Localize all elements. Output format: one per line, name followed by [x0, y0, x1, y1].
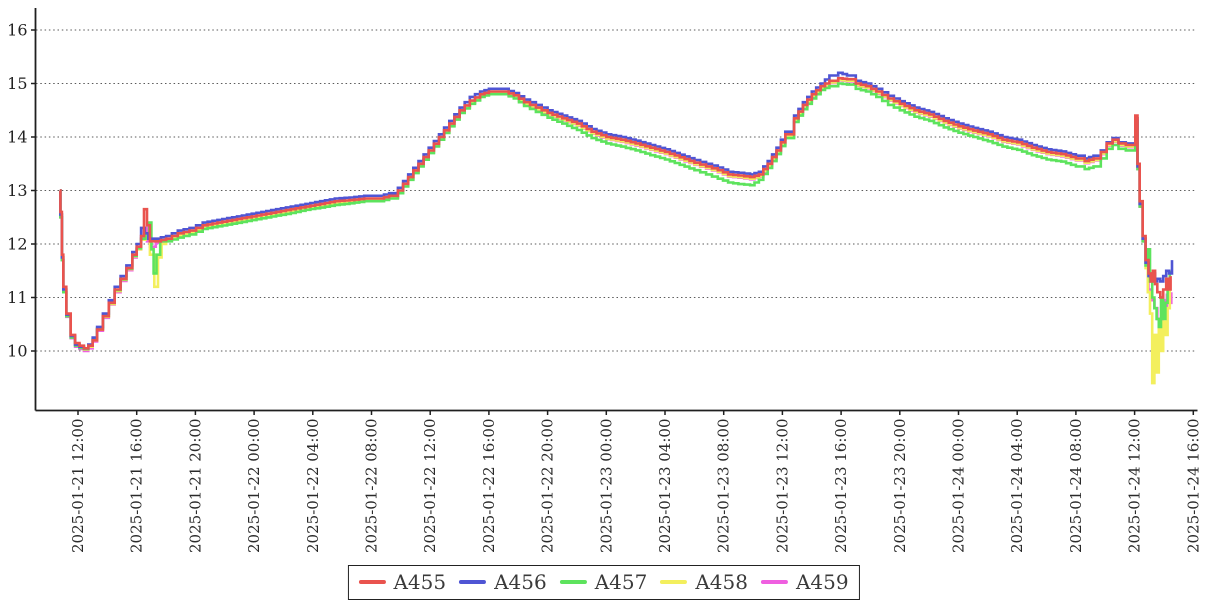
series-line-A456 — [59, 71, 1174, 350]
x-tick-label: 2025-01-23 16:00 — [832, 419, 850, 553]
x-tick-label: 2025-01-22 08:00 — [363, 419, 381, 553]
x-tick-label: 2025-01-21 16:00 — [128, 419, 146, 553]
legend-item-a457: A457 — [559, 570, 648, 594]
legend-swatch-a459-icon — [760, 580, 788, 584]
legend-label: A456 — [494, 570, 547, 594]
legend-swatch-a457-icon — [559, 580, 587, 584]
series-line-A455 — [59, 76, 1172, 350]
x-tick-label: 2025-01-22 00:00 — [245, 419, 263, 553]
x-tick-label: 2025-01-23 00:00 — [597, 419, 615, 553]
legend-label: A458 — [695, 570, 748, 594]
x-tick-label: 2025-01-24 04:00 — [1008, 419, 1026, 553]
y-tick-label: 12 — [7, 235, 27, 254]
legend-label: A457 — [594, 570, 648, 594]
legend-swatch-a458-icon — [660, 580, 688, 584]
x-tick-label: 2025-01-23 12:00 — [773, 419, 791, 553]
y-tick-label: 10 — [7, 342, 27, 361]
x-tick-label: 2025-01-24 12:00 — [1126, 419, 1144, 553]
legend-label: A459 — [795, 570, 849, 594]
y-tick-label: 16 — [7, 21, 27, 40]
x-tick-label: 2025-01-21 20:00 — [186, 419, 204, 553]
x-tick-label: 2025-01-23 04:00 — [656, 419, 674, 553]
series-line-A459 — [59, 79, 1173, 353]
x-tick-label: 2025-01-24 00:00 — [950, 419, 968, 553]
x-tick-label: 2025-01-22 12:00 — [421, 419, 439, 553]
x-tick-label: 2025-01-22 20:00 — [539, 419, 557, 553]
y-tick-label: 13 — [7, 181, 27, 200]
x-tick-label: 2025-01-24 08:00 — [1067, 419, 1085, 553]
series-line-A457 — [59, 82, 1172, 351]
y-tick-label: 15 — [7, 74, 27, 93]
x-tick-label: 2025-01-24 16:00 — [1184, 419, 1202, 553]
series-line-A458 — [59, 78, 1172, 385]
legend-item-a456: A456 — [459, 572, 547, 592]
y-tick-label: 11 — [7, 288, 27, 307]
legend-swatch-a455-icon — [358, 580, 386, 584]
x-tick-label: 2025-01-22 04:00 — [304, 419, 322, 553]
legend-item-a455: A455 — [358, 572, 446, 592]
legend-swatch-a456-icon — [459, 580, 487, 584]
x-tick-label: 2025-01-22 16:00 — [480, 419, 498, 553]
legend-item-a458: A458 — [660, 572, 748, 592]
x-tick-label: 2025-01-23 08:00 — [715, 419, 733, 553]
legend-label: A455 — [393, 570, 447, 594]
x-tick-label: 2025-01-21 12:00 — [69, 419, 87, 553]
x-tick-label: 2025-01-23 20:00 — [891, 419, 909, 553]
y-tick-label: 14 — [7, 128, 27, 147]
legend-item-a459: A459 — [760, 570, 849, 594]
legend: A455 A456 A457 A458 A459 — [347, 565, 860, 600]
